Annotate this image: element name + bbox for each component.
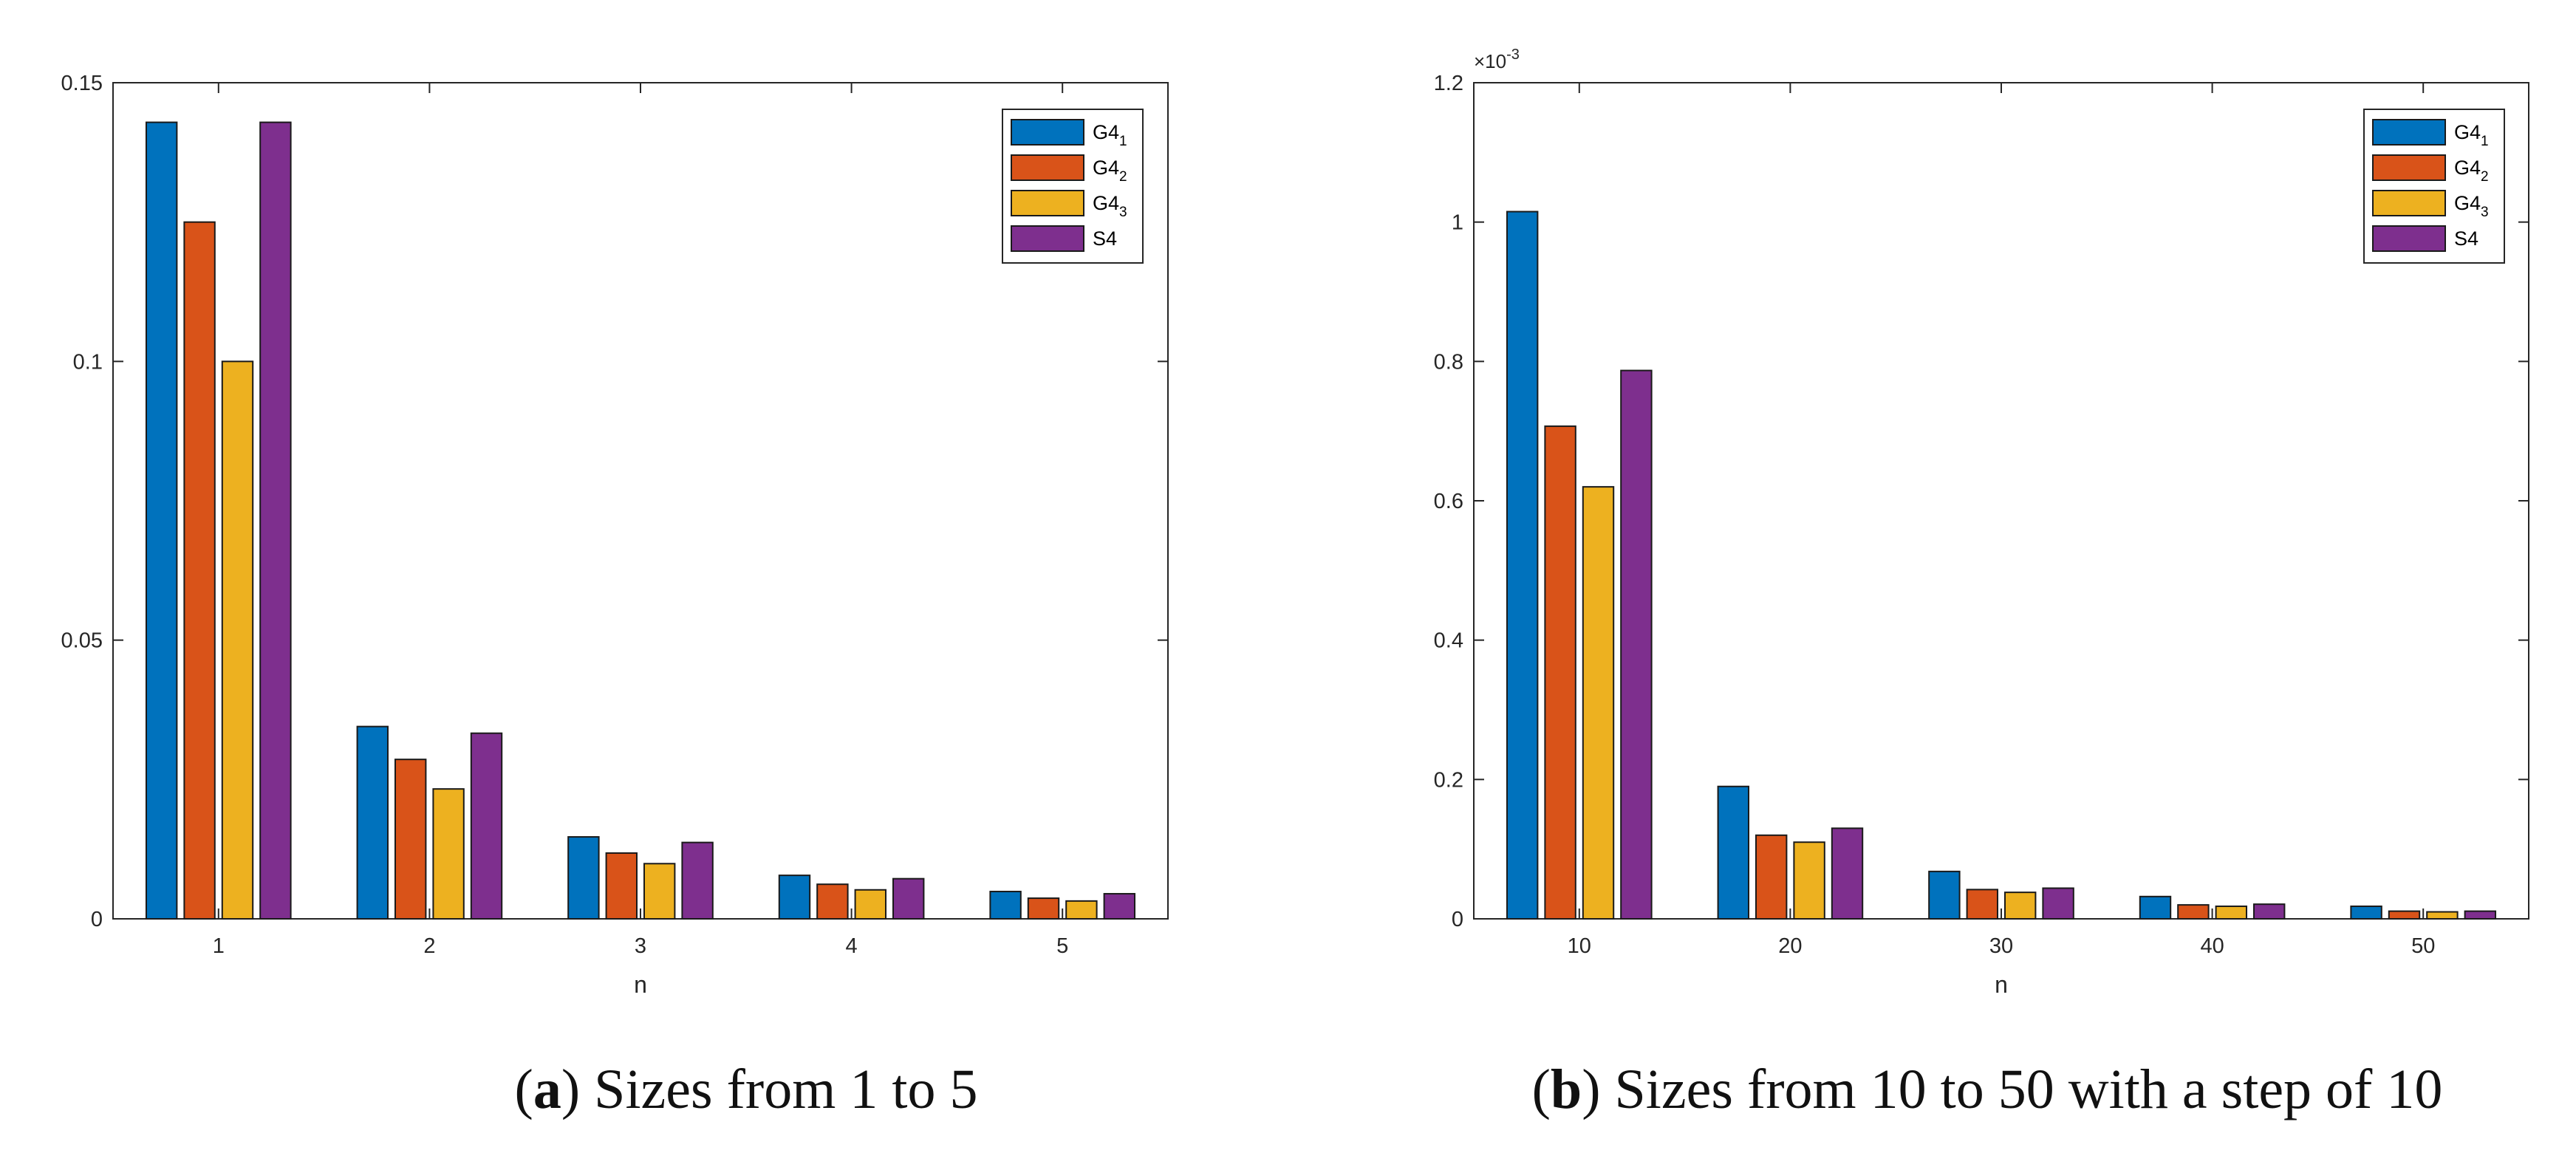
y-tick-label: 0 — [1452, 908, 1463, 931]
x-tick-label: 20 — [1778, 934, 1802, 958]
y-tick-label: 1 — [1452, 211, 1463, 235]
bar-g42-10 — [1544, 425, 1576, 920]
legend: G41 G42 G43 S4 — [2363, 109, 2505, 264]
x-tick-label: 1 — [213, 934, 225, 958]
legend: G41 G42 G43 S4 — [1002, 109, 1144, 264]
legend-label: G41 — [1093, 121, 1127, 149]
bar-g41-4 — [778, 875, 811, 920]
bar-g42-50 — [2388, 910, 2421, 920]
x-tick-label: 50 — [2411, 934, 2435, 958]
bar-s4-50 — [2464, 910, 2497, 920]
x-axis-label: n — [634, 971, 647, 998]
x-tick-label: 2 — [423, 934, 435, 958]
bar-g41-1 — [145, 121, 178, 920]
bar-g41-2 — [356, 725, 389, 920]
legend-swatch — [1011, 225, 1084, 252]
legend-label: G43 — [2454, 192, 2489, 220]
y-tick-label: 0.4 — [1434, 629, 1463, 653]
bar-g42-2 — [394, 759, 427, 920]
legend-swatch — [2372, 190, 2446, 216]
bar-g42-20 — [1755, 834, 1788, 920]
bar-g41-3 — [567, 836, 600, 920]
bar-s4-30 — [2042, 887, 2074, 920]
legend-label: S4 — [1093, 227, 1117, 250]
legend-label: G41 — [2454, 121, 2489, 149]
legend-swatch — [1011, 119, 1084, 146]
bar-s4-4 — [892, 877, 925, 920]
y-tick-label: 0.1 — [73, 350, 103, 374]
legend-label: G43 — [1093, 192, 1127, 220]
bar-g43-10 — [1582, 486, 1615, 920]
x-axis-label: n — [1995, 971, 2008, 998]
bar-s4-10 — [1620, 369, 1653, 920]
x-tick-label: 30 — [1989, 934, 2013, 958]
bar-g42-5 — [1027, 897, 1060, 920]
y-tick-label: 0 — [91, 908, 103, 931]
bar-g42-4 — [816, 883, 849, 920]
bar-s4-5 — [1103, 893, 1136, 920]
legend-label: S4 — [2454, 227, 2478, 250]
caption-b-text: Sizes from 10 to 50 with a step of 10 — [1601, 1058, 2443, 1120]
x-tick-label: 40 — [2200, 934, 2224, 958]
y-tick-label: 1.2 — [1434, 72, 1463, 95]
caption-b-letter: b — [1551, 1058, 1582, 1120]
bar-g42-1 — [183, 221, 216, 920]
legend-swatch — [2372, 225, 2446, 252]
chart-b: 00.20.40.60.811.2×10-310 20 30 40 50nG41G42G… — [1434, 47, 2529, 998]
bar-s4-1 — [259, 121, 292, 920]
legend-swatch — [1011, 190, 1084, 216]
bar-g43-2 — [432, 788, 465, 920]
bar-g41-5 — [989, 891, 1022, 920]
bar-g43-5 — [1065, 900, 1098, 920]
x-tick-label: 5 — [1056, 934, 1068, 958]
bar-g41-30 — [1928, 870, 1961, 920]
bar-s4-3 — [681, 841, 714, 920]
y-tick-label: 0.2 — [1434, 768, 1463, 792]
caption-b: (b) Sizes from 10 to 50 with a step of 1… — [1532, 1058, 2443, 1120]
x-tick-label: 4 — [846, 934, 858, 958]
bar-g42-40 — [2177, 904, 2210, 920]
bar-s4-20 — [1831, 827, 1864, 920]
caption-a: (a) Sizes from 1 to 5 — [515, 1058, 978, 1120]
bar-s4-2 — [470, 732, 503, 920]
bar-g43-3 — [643, 863, 676, 920]
bar-g41-40 — [2139, 895, 2172, 920]
y-exponent-label: ×10-3 — [1474, 47, 1520, 72]
bar-g43-30 — [2003, 891, 2037, 920]
legend-swatch — [2372, 119, 2446, 146]
x-tick-label: 10 — [1568, 934, 1591, 958]
y-tick-label: 0.6 — [1434, 490, 1463, 513]
caption-a-text: Sizes from 1 to 5 — [580, 1058, 977, 1120]
bar-g43-1 — [221, 360, 254, 920]
legend-label: G42 — [1093, 157, 1127, 185]
bar-g41-50 — [2350, 906, 2382, 920]
chart-a: 0 0.05 0.1 0.15 1 2 3 4 5 n G41 G42 G43 S4 — [61, 72, 1169, 998]
bar-g43-50 — [2426, 911, 2459, 920]
bar-g42-30 — [1966, 889, 1999, 920]
bar-g42-3 — [605, 852, 638, 920]
y-tick-label: 0.05 — [61, 629, 103, 653]
legend-swatch — [1011, 154, 1084, 181]
x-tick-label: 3 — [635, 934, 646, 958]
legend-label: G42 — [2454, 157, 2489, 185]
bar-s4-40 — [2253, 903, 2286, 920]
caption-a-letter: a — [533, 1058, 561, 1120]
bar-g41-10 — [1506, 211, 1539, 920]
bar-g43-40 — [2215, 906, 2248, 920]
y-tick-label: 0.8 — [1434, 350, 1463, 374]
bar-g43-4 — [854, 889, 887, 920]
legend-swatch — [2372, 154, 2446, 181]
y-tick-label: 0.15 — [61, 72, 103, 95]
bar-g43-20 — [1793, 841, 1825, 920]
bar-g41-20 — [1717, 785, 1749, 920]
